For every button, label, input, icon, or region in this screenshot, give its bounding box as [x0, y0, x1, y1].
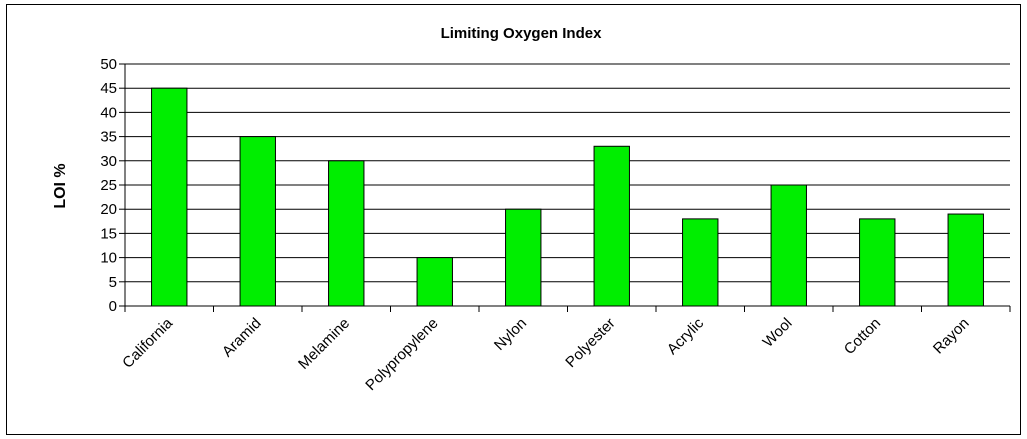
- y-tick-label: 15: [100, 225, 117, 242]
- bar-aramid: [239, 136, 276, 307]
- y-tick-label: 40: [100, 104, 117, 121]
- y-tick-label: 30: [100, 153, 117, 170]
- bar-polyester: [593, 145, 630, 307]
- bar-california: [151, 87, 188, 307]
- x-tick-label: Polyester: [562, 315, 618, 371]
- x-tick-label: Cotton: [841, 315, 884, 358]
- y-tick-label: 5: [109, 274, 117, 291]
- y-tick-label: 10: [100, 250, 117, 267]
- bar-polypropylene: [416, 257, 453, 307]
- x-tick-label: Nylon: [491, 315, 530, 354]
- y-tick-label: 45: [100, 80, 117, 97]
- x-tick-label: Melamine: [295, 315, 353, 373]
- y-tick-label: 25: [100, 177, 117, 194]
- x-tick-label: Polypropylene: [362, 315, 441, 394]
- bar-wool: [770, 184, 807, 307]
- x-tick-label: Rayon: [930, 315, 973, 358]
- x-tick-labels: California Aramid Melamine Polypropylene Nyl…: [119, 314, 972, 394]
- x-tick-label: Wool: [760, 315, 796, 351]
- y-tick-labels: 0 5 10 15 20 25 30 35 40 45 50: [100, 56, 117, 315]
- x-tick-label: Acrylic: [664, 314, 708, 358]
- y-tick-label: 0: [109, 298, 117, 315]
- y-axis-label: LOI %: [52, 163, 69, 208]
- bar-cotton: [859, 218, 896, 307]
- chart-title: Limiting Oxygen Index: [441, 25, 603, 42]
- y-tick-label: 35: [100, 129, 117, 146]
- x-tick-label: Aramid: [219, 315, 265, 361]
- y-tick-label: 20: [100, 201, 117, 218]
- bar-nylon: [505, 208, 542, 307]
- x-tick-label: California: [119, 314, 176, 371]
- bar-rayon: [947, 213, 984, 307]
- y-tick-label: 50: [100, 56, 117, 73]
- axes: [119, 63, 1011, 312]
- bar-acrylic: [682, 218, 719, 307]
- bar-melamine: [328, 160, 365, 307]
- bars: [151, 87, 984, 307]
